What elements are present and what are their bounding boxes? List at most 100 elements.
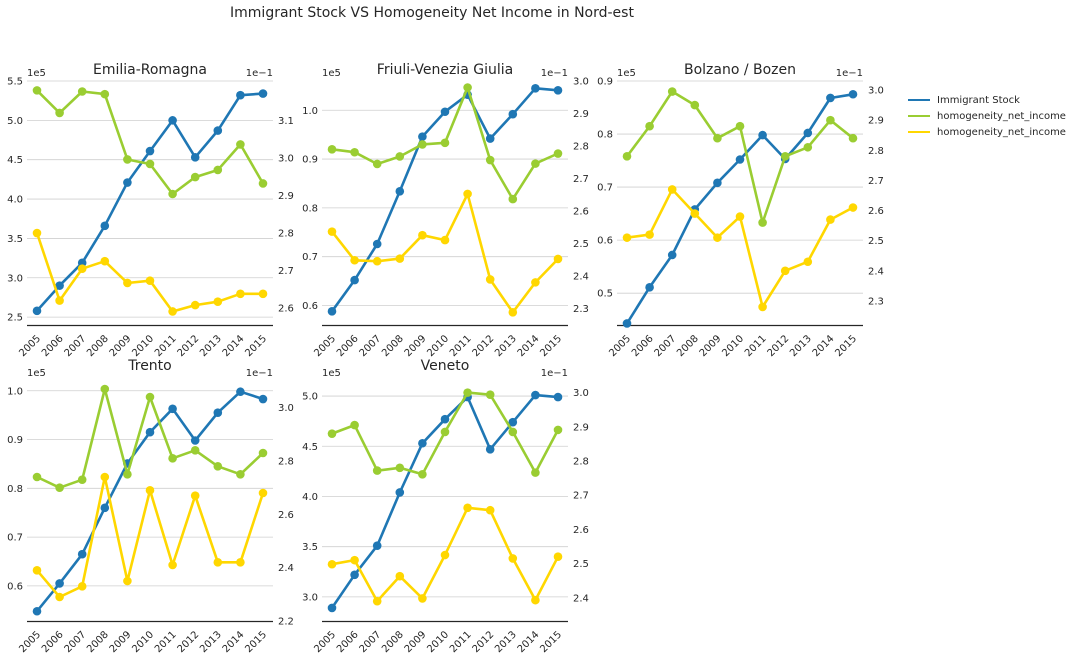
right-axis-exponent: 1e−1 [246, 368, 273, 379]
data-point [508, 417, 518, 427]
data-point [32, 606, 42, 616]
y-tick-label-left: 1.0 [302, 106, 318, 117]
y-tick-label-left: 0.6 [7, 581, 23, 592]
data-point [213, 297, 223, 307]
data-point [690, 100, 700, 110]
x-tick-label: 2014 [516, 629, 542, 655]
x-tick-label: 2012 [471, 629, 497, 655]
y-tick-label-left: 0.8 [302, 203, 318, 214]
x-tick-label: 2014 [221, 333, 247, 359]
data-point [645, 283, 654, 292]
data-point [803, 128, 813, 138]
data-point [372, 466, 382, 475]
data-point [622, 152, 632, 161]
data-point [77, 582, 87, 591]
data-point [55, 108, 64, 118]
x-tick-label: 2007 [63, 333, 89, 359]
data-point [145, 427, 155, 437]
right-axis-exponent: 1e−1 [541, 368, 568, 379]
x-tick-label: 2006 [40, 629, 66, 655]
y-tick-label-right: 2.6 [573, 207, 589, 218]
data-point [123, 576, 132, 586]
data-point [55, 483, 64, 492]
y-tick-label-right: 2.4 [573, 593, 589, 604]
data-point [667, 250, 677, 260]
data-point [190, 153, 200, 162]
data-point [190, 172, 200, 182]
x-tick-label: 2012 [176, 333, 202, 359]
x-tick-label: 2008 [380, 333, 406, 359]
y-tick-label-right: 2.8 [573, 142, 589, 153]
x-tick-label: 2010 [720, 333, 746, 359]
series-line [35, 390, 264, 613]
data-point [463, 189, 472, 199]
subplot-veneto: 3.0 3.5 4.0 4.5 5.0 2.4 2.5 2.6 2.7 2.8 2.9 3.0 1e5 1… [302, 358, 589, 655]
x-tick-label: 2007 [358, 333, 384, 359]
x-tick-label: 2006 [40, 333, 66, 359]
y-tick-label-right: 2.6 [868, 206, 884, 217]
y-tick-label-left: 0.7 [7, 533, 23, 544]
x-tick-label: 2011 [448, 333, 474, 359]
data-point [168, 454, 177, 463]
y-tick-label-right: 3.0 [868, 86, 884, 97]
x-tick-label: 2005 [312, 629, 338, 655]
subplot-trento: 0.6 0.7 0.8 0.9 1.0 2.2 2.4 2.6 2.8 3.0 1e5 1e−1 Tre… [7, 358, 294, 655]
data-point [395, 186, 405, 196]
y-tick-label-right: 2.4 [278, 563, 294, 574]
data-point [123, 278, 132, 288]
x-tick-label: 2010 [130, 629, 156, 655]
data-point [758, 302, 767, 312]
data-point [553, 149, 563, 158]
y-tick-label-right: 2.9 [573, 422, 589, 433]
x-tick-label: 2009 [108, 333, 134, 359]
data-point [327, 429, 337, 438]
left-axis-exponent: 1e5 [27, 68, 46, 79]
x-tick-label: 2014 [516, 333, 542, 359]
data-point [77, 549, 87, 559]
data-point [350, 570, 359, 580]
x-tick-label: 2005 [17, 333, 43, 359]
data-point [236, 140, 245, 149]
x-tick-label: 2015 [243, 629, 269, 655]
subplot-title: Friuli-Venezia Giulia [377, 62, 513, 78]
data-point [350, 255, 359, 265]
data-point [735, 121, 745, 131]
data-point [236, 289, 245, 299]
data-point [758, 130, 767, 140]
data-point [100, 503, 110, 513]
data-point [395, 254, 405, 263]
x-tick-label: 2013 [493, 333, 519, 359]
data-point [508, 194, 518, 204]
y-tick-label-right: 2.8 [278, 457, 294, 468]
data-point [418, 594, 427, 603]
y-tick-label-right: 2.5 [573, 239, 589, 250]
data-point [848, 89, 858, 99]
data-point [418, 438, 427, 448]
data-point [395, 488, 405, 497]
y-tick-label-right: 2.6 [278, 510, 294, 521]
data-point [826, 215, 835, 224]
data-point [622, 319, 632, 328]
data-point [803, 257, 813, 267]
legend-label: Immigrant Stock [937, 94, 1020, 106]
data-point [145, 392, 155, 402]
data-point [508, 109, 518, 119]
data-point [531, 84, 540, 93]
data-point [826, 93, 835, 103]
data-point [77, 264, 87, 273]
y-tick-label-left: 5.0 [7, 116, 23, 127]
data-point [236, 90, 245, 100]
data-point [667, 87, 677, 96]
y-tick-label-left: 0.9 [597, 77, 613, 88]
y-tick-label-right: 2.4 [573, 272, 589, 283]
data-point [213, 165, 223, 175]
data-point [485, 155, 495, 165]
data-point [463, 83, 472, 92]
data-point [100, 221, 110, 231]
data-point [531, 595, 540, 605]
data-point [145, 159, 155, 169]
x-tick-label: 2008 [85, 629, 111, 655]
x-tick-label: 2005 [607, 333, 633, 359]
y-tick-label-left: 3.5 [7, 234, 23, 245]
y-tick-label-right: 2.5 [868, 236, 884, 247]
